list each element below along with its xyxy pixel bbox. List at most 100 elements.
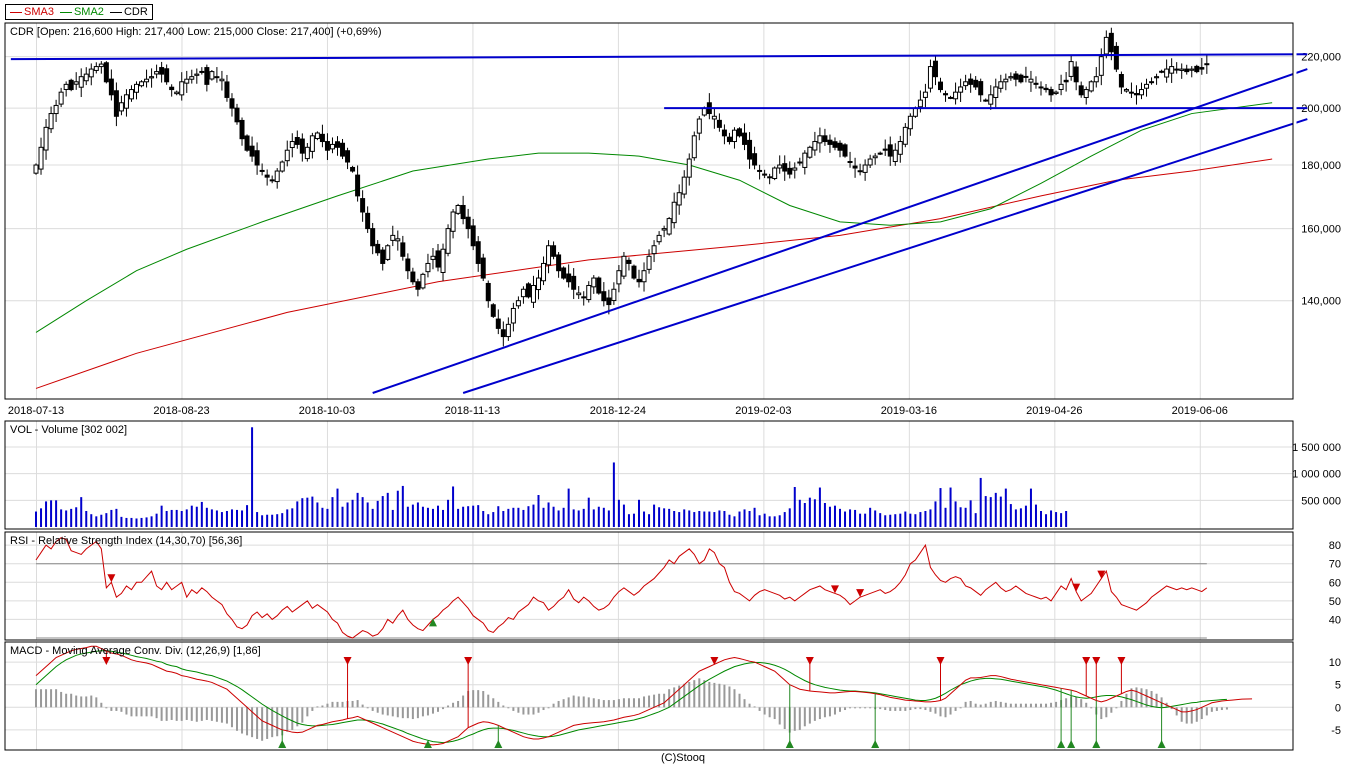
volume-bar	[969, 500, 972, 527]
candle-body	[807, 146, 813, 158]
volume-bar	[477, 505, 480, 527]
volume-bar	[678, 512, 681, 527]
macd-histogram-bar	[215, 707, 218, 722]
macd-histogram-bar	[442, 707, 445, 710]
volume-bar	[753, 507, 756, 527]
volume-bar	[467, 506, 470, 527]
volume-bar	[738, 511, 741, 527]
macd-histogram-bar	[437, 707, 439, 712]
volume-bar	[266, 514, 269, 527]
rsi-line	[35, 537, 1208, 639]
macd-histogram-bar	[673, 687, 676, 708]
macd-histogram-bar	[391, 707, 394, 717]
volume-bar	[65, 510, 68, 527]
candle-body	[274, 170, 280, 183]
volume-bar	[110, 509, 113, 527]
trendline	[372, 68, 1308, 394]
candle-body	[319, 133, 325, 143]
macd-histogram-bar	[236, 707, 238, 731]
candle-body	[58, 91, 64, 105]
candles	[33, 27, 1210, 347]
volume-bar	[949, 487, 952, 527]
candle-body	[867, 158, 873, 166]
candle-body	[154, 71, 160, 75]
candle-body	[601, 291, 607, 302]
candle-body	[958, 86, 964, 93]
legend-item-sma2: SMA2	[59, 5, 104, 19]
volume-bar	[773, 516, 776, 527]
macd-histogram-bar	[517, 707, 520, 713]
candle-body	[943, 93, 949, 96]
candle-body	[78, 76, 84, 88]
macd-histogram-bar	[768, 707, 771, 718]
macd-histogram-bar	[105, 707, 108, 709]
legend-label-sma2: SMA2	[73, 6, 104, 18]
rsi-y-tick-label: 50	[1329, 596, 1341, 608]
macd-histogram-bar	[180, 707, 183, 721]
volume-bar	[160, 505, 163, 527]
candle-body	[103, 62, 109, 83]
macd-histogram-bar	[1029, 703, 1032, 708]
macd-histogram-bar	[65, 693, 68, 708]
volume-bar	[823, 503, 826, 527]
volume-bar	[663, 508, 666, 527]
macd-panel-title: MACD - Moving Average Conv. Div. (12,26,…	[10, 645, 261, 657]
candle-body	[68, 79, 74, 91]
volume-bar	[492, 512, 495, 527]
volume-y-tick-label: 1 000 000	[1292, 469, 1341, 481]
candle-body	[586, 284, 592, 301]
candle-body	[636, 278, 642, 283]
volume-bar	[1065, 511, 1068, 527]
macd-histogram-bar	[341, 701, 344, 708]
candle-body	[515, 300, 521, 307]
candle-body	[108, 78, 114, 96]
candle-body	[284, 149, 290, 162]
macd-histogram-bar	[291, 707, 294, 730]
macd-sell-marker	[343, 657, 352, 665]
macd-histogram-bar	[251, 707, 254, 738]
volume-bar	[120, 516, 123, 527]
volume-bar	[864, 513, 867, 527]
macd-histogram-bar	[507, 707, 510, 709]
macd-histogram-bar	[256, 707, 259, 739]
volume-bar	[326, 508, 329, 527]
volume-bar	[205, 507, 208, 527]
macd-histogram-bar	[904, 707, 907, 711]
candle-body	[445, 228, 451, 254]
candle-body	[812, 141, 818, 151]
candle-body	[626, 259, 632, 264]
volume-bar	[703, 511, 706, 527]
volume-bar	[904, 511, 907, 527]
volume-bar	[1004, 488, 1007, 527]
volume-bar	[386, 492, 389, 527]
macd-histogram-bar	[1135, 687, 1138, 708]
volume-bar	[909, 513, 912, 527]
candle-body	[1068, 61, 1074, 77]
volume-bar	[457, 508, 460, 527]
macd-sell-marker	[1082, 657, 1091, 665]
candle-body	[1018, 74, 1024, 83]
macd-histogram-bar	[798, 707, 801, 730]
rsi-y-tick-label: 80	[1329, 540, 1341, 552]
candle-body	[837, 142, 843, 151]
macd-histogram-bar	[1100, 707, 1103, 720]
macd-histogram-bar	[839, 707, 841, 712]
macd-histogram-bar	[527, 707, 530, 715]
macd-histogram-bar	[808, 707, 811, 724]
candle-body	[877, 152, 883, 155]
volume-bar	[60, 509, 63, 527]
candle-body	[1169, 66, 1175, 74]
volume-bar	[964, 507, 967, 527]
macd-histogram-bar	[241, 707, 244, 734]
date-tick-label: 2018-12-24	[590, 405, 646, 417]
macd-sell-marker	[936, 657, 945, 665]
macd-histogram-bar	[482, 691, 485, 708]
macd-histogram-bar	[602, 700, 605, 708]
candle-body	[355, 174, 361, 197]
date-tick-label: 2019-06-06	[1172, 405, 1228, 417]
candle-body	[963, 81, 969, 87]
volume-bar	[180, 511, 183, 527]
legend-item-cdr: CDR	[109, 5, 148, 19]
volume-bar	[135, 518, 138, 527]
macd-histogram-bar	[331, 701, 334, 708]
